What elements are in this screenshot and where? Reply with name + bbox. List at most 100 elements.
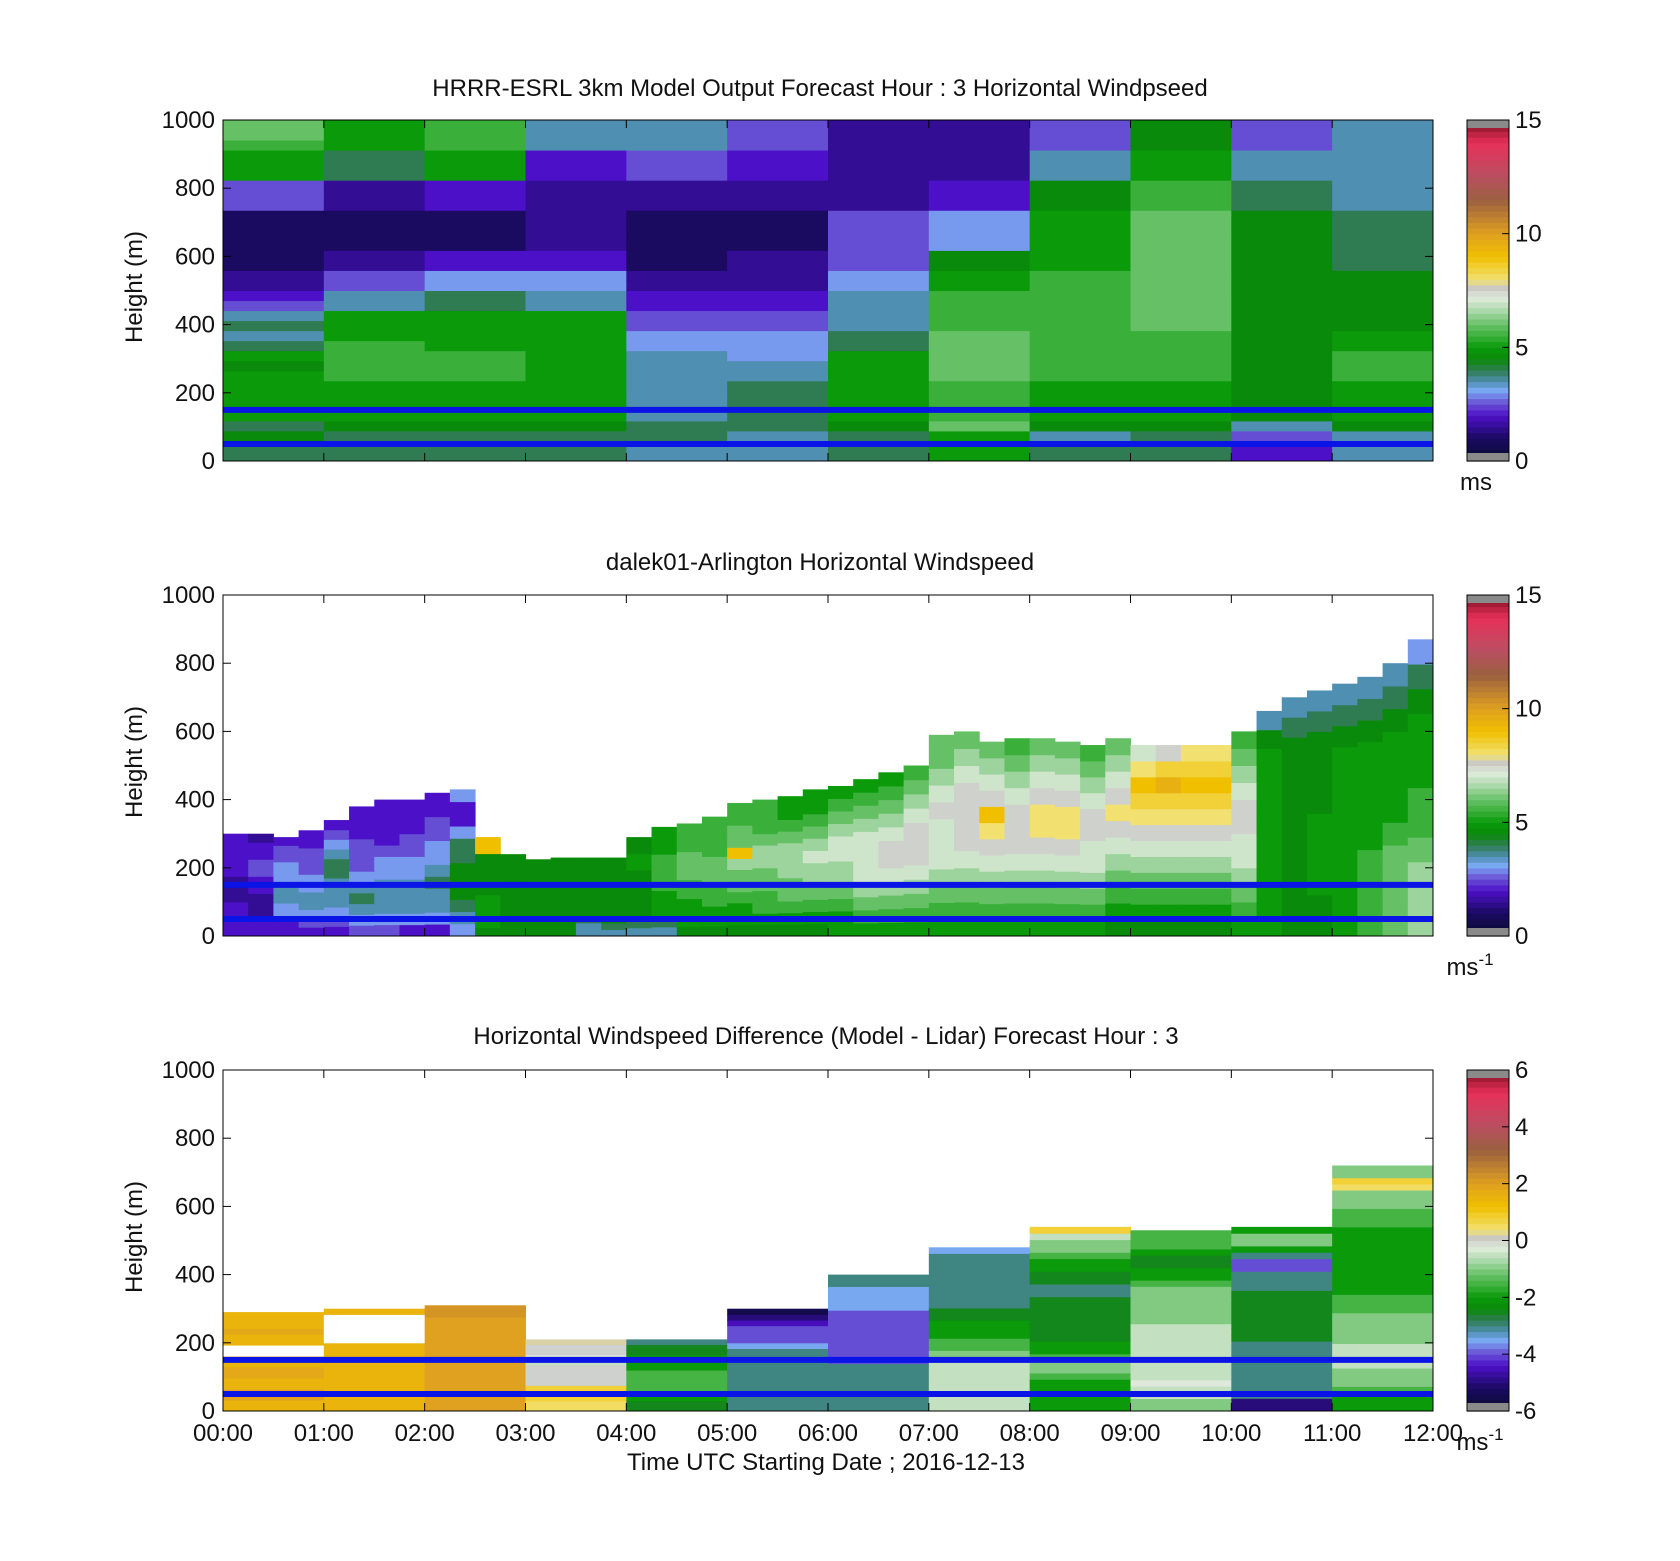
heatmap-cell — [1130, 776, 1157, 794]
colorbar-swatch — [1467, 432, 1509, 439]
heatmap-cell — [928, 1350, 1031, 1357]
heatmap-cell — [802, 838, 829, 851]
heatmap-cell — [777, 831, 804, 844]
heatmap-cell — [979, 757, 1005, 775]
heatmap-cell — [223, 370, 325, 382]
heatmap-cell — [1029, 919, 1056, 937]
heatmap-cell — [223, 140, 325, 151]
heatmap-cell — [1332, 1404, 1434, 1412]
heatmap-cell — [223, 210, 325, 221]
colorbar-swatch — [1467, 1115, 1509, 1122]
heatmap-cell — [928, 170, 1031, 181]
heatmap-cell — [1130, 260, 1232, 271]
heatmap-cell — [525, 340, 627, 352]
heatmap-cell — [1130, 1361, 1232, 1368]
heatmap-cell — [500, 908, 526, 917]
heatmap-cell — [878, 895, 905, 910]
heatmap-cell — [1029, 1284, 1131, 1291]
heatmap-cell — [651, 845, 678, 855]
heatmap-cell — [248, 842, 274, 852]
heatmap-cell — [1130, 1261, 1232, 1269]
heatmap-cell — [1281, 836, 1308, 857]
heatmap-cell — [1029, 787, 1056, 805]
heatmap-cell — [323, 360, 426, 372]
heatmap-cell — [223, 893, 249, 903]
colorbar-swatch — [1467, 697, 1509, 704]
heatmap-cell — [1029, 230, 1131, 241]
heatmap-cell — [1382, 708, 1409, 732]
heatmap-cell — [928, 400, 1031, 412]
heatmap-cell — [323, 340, 426, 352]
y-axis-label: Height (m) — [121, 1181, 148, 1293]
colorbar-swatch — [1467, 657, 1509, 664]
heatmap-cell — [223, 360, 325, 372]
heatmap-cell — [1180, 745, 1207, 762]
heatmap-cell — [727, 230, 829, 241]
heatmap-cell — [1130, 270, 1232, 281]
colorbar-swatch — [1467, 629, 1509, 636]
heatmap-cell — [752, 822, 779, 835]
heatmap-cell — [828, 835, 854, 849]
heatmap-cell — [1206, 840, 1232, 857]
heatmap-cell — [298, 865, 325, 875]
heatmap-cell — [1231, 390, 1333, 402]
heatmap-cell — [1231, 200, 1333, 211]
heatmap-cell — [1306, 731, 1333, 753]
heatmap-cell — [1332, 400, 1434, 412]
heatmap-cell — [979, 741, 1005, 759]
heatmap-cell — [1332, 1306, 1434, 1314]
heatmap-cell — [954, 867, 980, 886]
heatmap-cell — [1130, 760, 1157, 778]
heatmap-cell — [1231, 901, 1258, 920]
heatmap-cell — [223, 120, 325, 131]
heatmap-cell — [223, 260, 325, 271]
heatmap-cell — [1306, 833, 1333, 855]
heatmap-cell — [223, 380, 325, 392]
heatmap-cell — [424, 804, 451, 818]
heatmap-cell — [349, 860, 375, 872]
heatmap-cell — [1306, 710, 1333, 732]
y-tick-label: 1000 — [162, 582, 215, 609]
heatmap-cell — [273, 894, 300, 904]
heatmap-cell — [424, 190, 526, 201]
heatmap-cell — [1407, 738, 1434, 764]
heatmap-cell — [1029, 820, 1056, 838]
colorbar-swatch — [1467, 421, 1509, 428]
heatmap-cell — [828, 250, 930, 261]
heatmap-cell — [1130, 210, 1232, 221]
heatmap-cell — [273, 870, 300, 879]
heatmap-cell — [1306, 895, 1333, 917]
heatmap-cell — [1029, 130, 1131, 141]
heatmap-cell — [323, 210, 426, 221]
heatmap-cell — [979, 774, 1005, 791]
heatmap-cell — [802, 862, 829, 876]
heatmap-cell — [651, 908, 678, 919]
heatmap-cell — [1332, 725, 1358, 748]
colorbar-swatch — [1467, 318, 1509, 326]
heatmap-cell — [525, 220, 627, 231]
heatmap-cell — [626, 130, 728, 141]
heatmap-cell — [349, 925, 375, 937]
heatmap-cell — [1332, 1386, 1434, 1394]
heatmap-cell — [1332, 1245, 1434, 1252]
heatmap-cell — [1332, 1269, 1434, 1277]
heatmap-cell — [1332, 290, 1434, 302]
heatmap-cell — [828, 300, 930, 312]
colorbar-swatch — [1467, 776, 1509, 784]
heatmap-cell — [223, 1317, 325, 1324]
heatmap-cell — [1332, 788, 1358, 811]
heatmap-cell — [1029, 1315, 1131, 1323]
heatmap-cell — [1332, 1171, 1434, 1179]
heatmap-cell — [575, 922, 602, 930]
heatmap-cell — [223, 280, 325, 291]
heatmap-cell — [1105, 787, 1131, 805]
difference-panel: Horizontal Windspeed Difference (Model -… — [121, 1023, 1536, 1476]
heatmap-cell — [424, 1334, 526, 1342]
heatmap-cell — [626, 853, 653, 863]
heatmap-cell — [1155, 792, 1182, 810]
heatmap-cell — [1029, 1360, 1131, 1368]
heatmap-cell — [1029, 1341, 1131, 1349]
heatmap-cell — [1332, 809, 1358, 832]
heatmap-cell — [1332, 1275, 1434, 1283]
heatmap-cell — [676, 898, 703, 909]
